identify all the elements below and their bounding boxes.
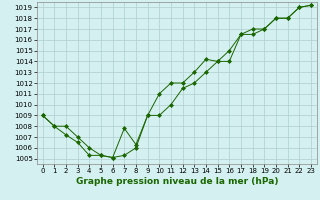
X-axis label: Graphe pression niveau de la mer (hPa): Graphe pression niveau de la mer (hPa) [76,177,278,186]
